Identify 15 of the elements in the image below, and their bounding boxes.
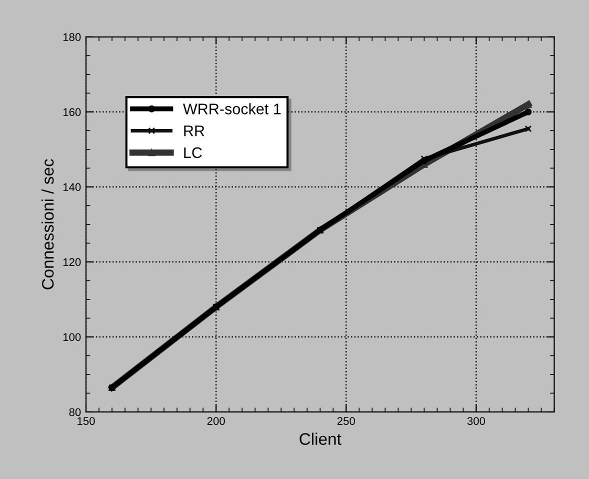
legend-label: RR (184, 126, 204, 136)
y-tick-label: 100 (63, 333, 81, 342)
y-tick-label: 160 (63, 108, 81, 116)
legend-label: LC (184, 147, 202, 158)
x-axis-title: Client (300, 432, 342, 445)
x-tick-label: 150 (78, 417, 95, 425)
y-tick-label: 140 (63, 183, 81, 192)
x-tick-label: 200 (207, 417, 225, 425)
y-tick-label: 120 (63, 258, 81, 266)
y-axis-title: Connessioni / sec (42, 159, 54, 290)
y-tick-label: 80 (69, 408, 81, 416)
legend-label: WRR-socket 1 (183, 103, 281, 114)
x-tick-label: 300 (467, 417, 486, 425)
x-tick-label: 250 (337, 417, 355, 425)
y-tick-label: 180 (63, 33, 81, 42)
